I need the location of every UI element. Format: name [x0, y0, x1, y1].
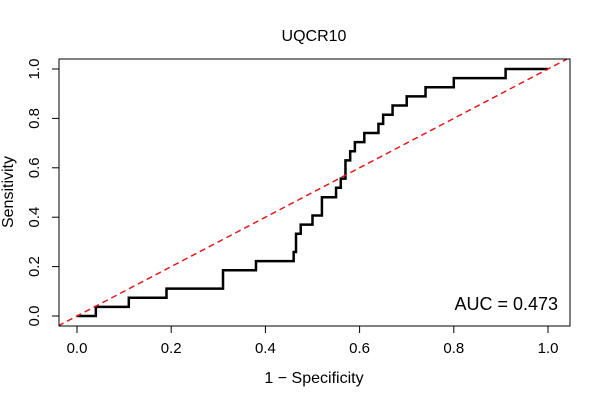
- y-tick-label: 0.0: [26, 306, 43, 327]
- y-tick-label: 0.2: [26, 256, 43, 277]
- reference-diagonal-line: [59, 59, 568, 326]
- x-tick-label: 0.0: [67, 340, 88, 357]
- x-tick-label: 0.8: [443, 340, 464, 357]
- plot-frame: [58, 58, 571, 327]
- auc-annotation: AUC = 0.473: [454, 294, 558, 314]
- x-axis-label: 1 − Specificity: [264, 370, 363, 387]
- y-tick-label: 0.4: [26, 207, 43, 228]
- x-tick-label: 0.2: [161, 340, 182, 357]
- y-axis: 0.0 0.2 0.4 0.6 0.8 1.0: [26, 59, 60, 327]
- x-tick-label: 1.0: [538, 340, 559, 357]
- y-tick-label: 1.0: [26, 59, 43, 80]
- y-axis-label: Sensitivity: [0, 156, 17, 228]
- roc-curve-line: [77, 67, 548, 318]
- chart-title: UQCR10: [282, 28, 347, 45]
- y-tick-label: 0.6: [26, 157, 43, 178]
- x-tick-label: 0.4: [255, 340, 276, 357]
- plot-area: [59, 59, 568, 326]
- x-axis: 0.0 0.2 0.4 0.6 0.8 1.0: [67, 325, 559, 357]
- y-tick-label: 0.8: [26, 108, 43, 129]
- x-tick-label: 0.6: [349, 340, 370, 357]
